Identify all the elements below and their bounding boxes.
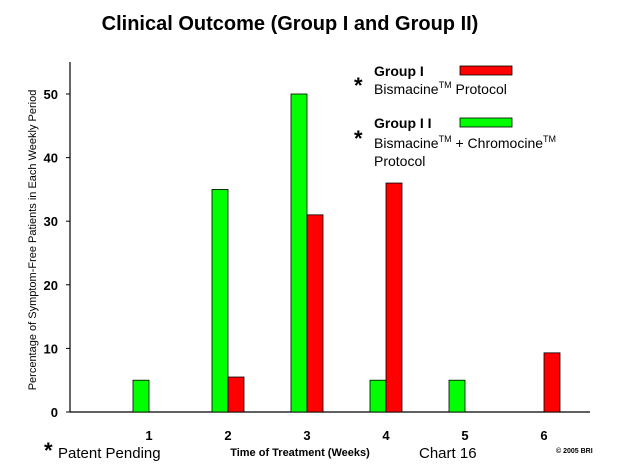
x-tick-label: 3	[303, 428, 310, 443]
y-tick-label: 50	[44, 87, 58, 102]
y-ticks: 0 10 20 30 40 50	[44, 87, 70, 420]
legend-group2-title: Group I I	[374, 115, 432, 131]
x-ticks: 1 2 3 4 5 6	[145, 428, 547, 443]
legend-group2-chromocine: + Chromocine	[452, 135, 544, 151]
footer-asterisk: *	[44, 438, 53, 463]
x-tick-label: 2	[224, 428, 231, 443]
bar-group1-week-4	[385, 182, 403, 413]
legend-group2-bismacine: Bismacine	[374, 135, 439, 151]
y-axis-label: Percentage of Symptom-Free Patients in E…	[27, 90, 39, 391]
x-tick-label: 5	[461, 428, 468, 443]
bar-group2-week-1	[132, 379, 150, 413]
y-tick-label: 20	[44, 278, 58, 293]
bar-group1-week-6	[543, 352, 561, 413]
y-tick-label: 10	[44, 341, 58, 356]
y-tick-label: 30	[44, 214, 58, 229]
legend-group1-desc-pre: Bismacine	[374, 81, 439, 97]
legend-group1-desc-post: Protocol	[452, 81, 507, 97]
legend-group1-swatch	[459, 65, 513, 76]
x-tick-label: 4	[382, 428, 390, 443]
x-tick-label: 6	[540, 428, 547, 443]
bar-group1-week-2	[227, 376, 245, 413]
chart-number-label: Chart 16	[419, 445, 477, 462]
legend-group2-desc-line2: Protocol	[374, 153, 425, 169]
bar-group1-week-3	[306, 214, 324, 413]
bar-group2-week-3	[290, 93, 308, 413]
bar-group2-week-4	[369, 379, 387, 413]
legend-group1-desc: BismacineTM Protocol	[374, 80, 507, 97]
copyright-text: © 2005 BRI	[556, 447, 593, 455]
bars	[132, 93, 561, 413]
legend-asterisk-group2: *	[354, 126, 363, 151]
legend-group2-desc-line1: BismacineTM + ChromocineTM	[374, 134, 556, 151]
x-tick-label: 1	[145, 428, 152, 443]
legend: * Group I BismacineTM Protocol * Group I…	[354, 63, 556, 169]
legend-asterisk-group1: *	[354, 73, 363, 98]
bar-group2-week-2	[211, 188, 229, 413]
legend-group2-tm-b: TM	[543, 134, 556, 144]
x-axis-label: Time of Treatment (Weeks)	[230, 447, 370, 459]
legend-group2-tm-a: TM	[439, 134, 452, 144]
legend-group1-tm: TM	[439, 80, 452, 90]
y-tick-label: 40	[44, 151, 58, 166]
legend-group2-swatch	[459, 117, 513, 128]
legend-group1-title: Group I	[374, 63, 424, 79]
patent-pending-text: Patent Pending	[58, 445, 161, 462]
chart-title: Clinical Outcome (Group I and Group II)	[102, 13, 479, 35]
bar-group2-week-5	[448, 379, 466, 413]
y-tick-label: 0	[51, 405, 58, 420]
